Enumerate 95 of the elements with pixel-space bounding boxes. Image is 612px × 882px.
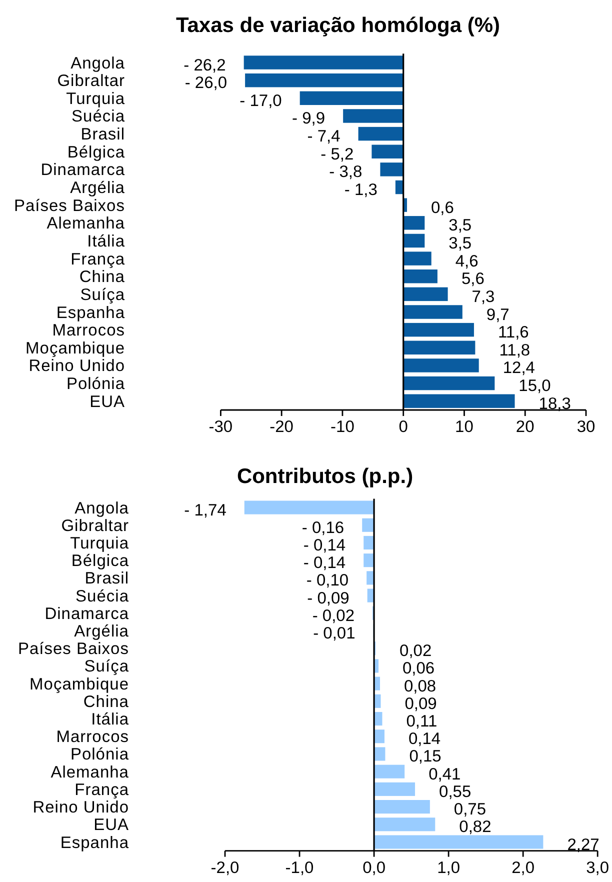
data-label: 0,15 — [409, 748, 442, 766]
data-label: 11,8 — [499, 341, 530, 360]
data-label: - 0,14 — [303, 536, 346, 554]
x-tick-label: -1,0 — [285, 858, 314, 877]
y-tick-label: Espanha — [56, 304, 126, 322]
data-label: 18,3 — [538, 394, 571, 413]
data-label: 5,6 — [461, 270, 484, 288]
data-label: 2,27 — [567, 836, 600, 854]
y-tick-label: Alemanha — [46, 214, 126, 233]
data-label: 3,5 — [448, 234, 472, 252]
y-tick-label: França — [74, 780, 130, 799]
data-label: 0,11 — [406, 712, 438, 731]
data-label: - 0,01 — [313, 624, 356, 643]
y-tick-label: França — [70, 250, 126, 268]
y-tick-label: Angola — [70, 54, 126, 72]
y-tick-label: Países Baixos — [14, 196, 125, 215]
data-label: 0,06 — [402, 660, 435, 678]
y-tick-label: Suécia — [72, 108, 126, 126]
x-tick-label: -30 — [208, 418, 233, 436]
data-label: 0,6 — [431, 198, 454, 217]
y-tick-label: EUA — [90, 392, 125, 411]
y-tick-label: Dinamarca — [40, 161, 126, 180]
y-tick-label: Gibraltar — [61, 516, 129, 535]
data-label: - 0,09 — [307, 589, 350, 608]
x-tick-label: -2,0 — [210, 858, 240, 877]
data-label: - 1,74 — [184, 501, 226, 520]
data-label: - 26,0 — [184, 74, 228, 92]
y-tick-label: Angola — [74, 499, 130, 518]
data-label: 0,41 — [428, 765, 461, 784]
data-label: - 26,2 — [184, 56, 226, 74]
x-tick-label: 0 — [398, 418, 408, 436]
y-tick-label: Marrocos — [52, 322, 125, 340]
y-tick-label: Reino Unido — [32, 798, 129, 817]
y-tick-label: Brasil — [84, 570, 129, 588]
x-tick-label: 2,0 — [512, 858, 535, 877]
data-label: 0,82 — [459, 818, 492, 836]
data-label: - 0,10 — [306, 572, 349, 590]
data-label: 0,75 — [454, 800, 486, 819]
y-tick-label: Polónia — [66, 375, 126, 394]
data-label: 0,08 — [404, 677, 436, 696]
y-tick-label: Argélia — [70, 179, 126, 198]
data-label: - 9,9 — [292, 110, 326, 128]
data-label: 15,0 — [518, 377, 551, 396]
data-label: 0,14 — [408, 730, 441, 748]
x-tick-label: 0,0 — [362, 858, 386, 877]
y-tick-label: Brasil — [80, 126, 125, 144]
y-tick-label: Bélgica — [71, 552, 130, 570]
data-label: 0,02 — [400, 642, 432, 660]
data-label: - 17,0 — [240, 92, 282, 110]
y-tick-label: Moçambique — [30, 675, 129, 694]
y-tick-label: Dinamarca — [44, 604, 130, 623]
y-tick-label: Suíça — [84, 658, 130, 676]
data-label: - 3,8 — [329, 163, 362, 182]
y-tick-label: Alemanha — [50, 763, 130, 782]
x-tick-label: 30 — [576, 418, 596, 436]
x-tick-label: -10 — [330, 418, 354, 436]
y-tick-label: Turquia — [70, 534, 130, 552]
data-label: 7,3 — [472, 288, 495, 306]
data-label: - 1,3 — [344, 181, 378, 200]
data-label: - 0,16 — [302, 518, 344, 537]
y-tick-label: China — [79, 268, 126, 286]
y-tick-label: Moçambique — [26, 339, 125, 358]
y-tick-label: China — [83, 692, 130, 711]
y-tick-label: Polónia — [70, 746, 130, 764]
data-label: 9,7 — [486, 306, 510, 324]
chart-title: Contributos (p.p.) — [236, 465, 414, 488]
x-tick-label: 10 — [455, 418, 474, 436]
y-tick-label: Itália — [91, 710, 130, 729]
x-tick-label: 3,0 — [586, 858, 610, 877]
y-tick-label: Argélia — [74, 622, 130, 641]
data-label: 11,6 — [498, 324, 529, 342]
data-label: 4,6 — [455, 252, 478, 270]
data-label: 0,09 — [404, 694, 437, 713]
data-label: 12,4 — [502, 359, 535, 378]
x-tick-label: -20 — [270, 418, 294, 436]
y-tick-label: Reino Unido — [28, 357, 125, 376]
y-tick-label: Gibraltar — [57, 72, 125, 90]
data-label: - 0,14 — [303, 554, 346, 572]
data-label: 3,5 — [448, 216, 472, 235]
data-label: 0,55 — [439, 782, 472, 801]
y-tick-label: Marrocos — [56, 728, 129, 746]
data-label: - 7,4 — [307, 128, 340, 146]
y-tick-label: Bélgica — [67, 143, 126, 162]
y-tick-label: Suécia — [76, 587, 130, 606]
y-tick-label: EUA — [94, 816, 129, 834]
x-tick-label: 1,0 — [437, 858, 460, 877]
data-label: - 5,2 — [320, 145, 354, 164]
data-label: - 0,02 — [312, 606, 355, 625]
y-tick-label: Países Baixos — [18, 640, 129, 658]
y-tick-label: Turquia — [66, 90, 126, 108]
y-tick-label: Itália — [87, 232, 126, 250]
y-tick-label: Suíça — [80, 286, 126, 304]
x-tick-label: 20 — [516, 418, 534, 436]
chart-title: Taxas de variação homóloga (%) — [176, 14, 500, 37]
y-tick-label: Espanha — [60, 834, 130, 852]
